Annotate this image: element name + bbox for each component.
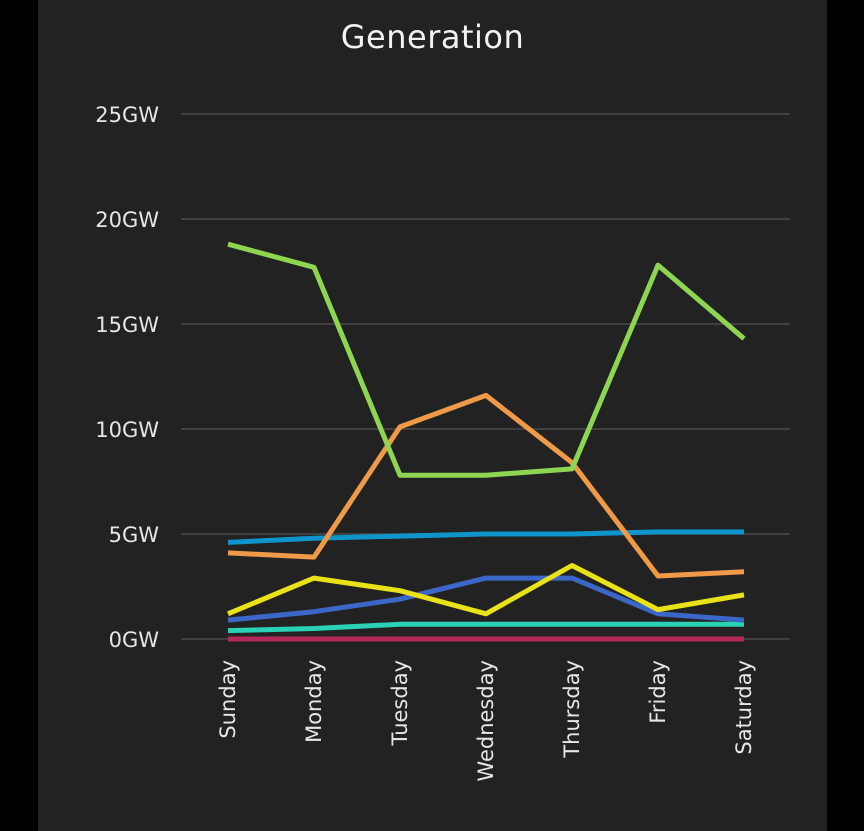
- y-tick-label: 10GW: [95, 418, 159, 442]
- series-line: [227, 575, 745, 623]
- x-tick-label: Sunday: [216, 660, 240, 739]
- gridlines: [181, 113, 790, 640]
- x-tick-label: Friday: [646, 660, 670, 724]
- series-lines: [227, 241, 746, 642]
- series-line: [227, 392, 745, 579]
- y-tick-label: 0GW: [109, 628, 160, 652]
- series-line: [227, 621, 744, 634]
- x-tick-label: Tuesday: [388, 660, 412, 746]
- y-tick-label: 20GW: [95, 208, 159, 232]
- series-line: [227, 563, 745, 617]
- x-tick-label: Monday: [302, 660, 326, 743]
- chart-title: Generation: [340, 18, 525, 56]
- x-tick-label: Wednesday: [474, 660, 498, 782]
- x-tick-label: Saturday: [732, 660, 756, 755]
- y-tick-label: 25GW: [95, 103, 159, 127]
- series-line: [227, 529, 744, 545]
- x-tick-label: Thursday: [560, 660, 584, 759]
- x-axis-ticks: Sunday Monday Tuesday Wednesday Thursday Frid…: [216, 660, 756, 782]
- y-axis-ticks: 0GW 5GW 10GW 15GW 20GW 25GW: [95, 103, 159, 652]
- series-line: [227, 241, 746, 478]
- y-tick-label: 15GW: [95, 313, 159, 337]
- y-tick-label: 5GW: [109, 523, 160, 547]
